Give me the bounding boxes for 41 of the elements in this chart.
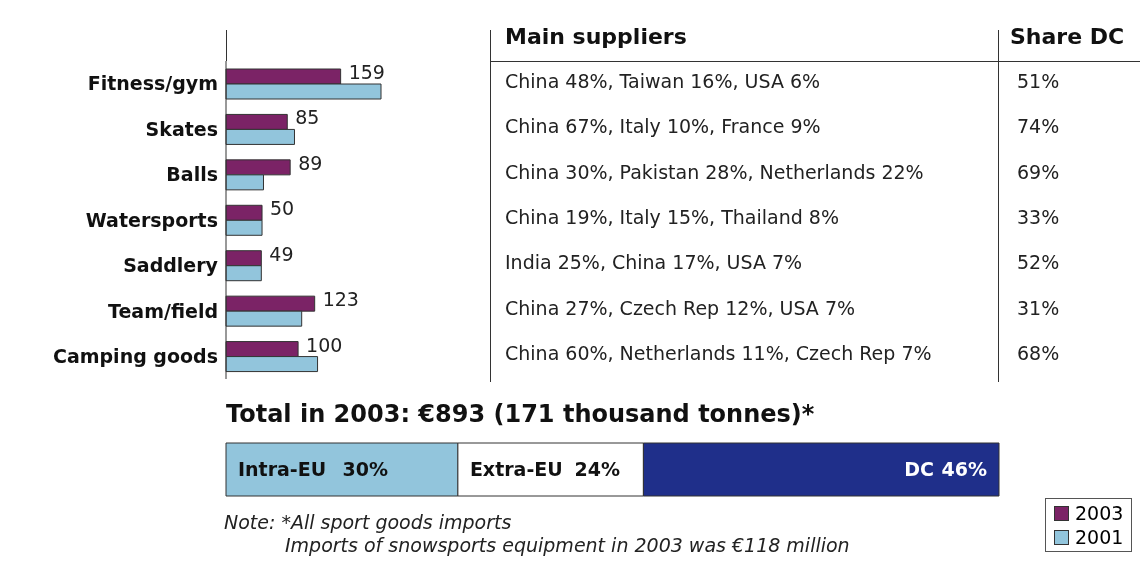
text: China 48%, Taiwan 16%, USA 6% bbox=[505, 69, 821, 92]
y-tick-label: Saddlery bbox=[123, 254, 219, 277]
text: 69% bbox=[1017, 160, 1060, 183]
data-label: 49 bbox=[269, 242, 294, 265]
text: 74% bbox=[1017, 115, 1060, 138]
data-label: 46% bbox=[941, 458, 987, 480]
y-tick-label: Fitness/gym bbox=[87, 72, 218, 95]
y-tick-label: Balls bbox=[166, 163, 218, 186]
text: Imports of snowsports equipment in 2003 was €118 million bbox=[285, 534, 850, 556]
data-label: 24% bbox=[574, 458, 620, 480]
data-label: 159 bbox=[348, 61, 385, 83]
series-label: Intra-EU bbox=[238, 458, 327, 480]
y-tick-label: Watersports bbox=[85, 208, 218, 231]
text: Share DC bbox=[1010, 24, 1125, 49]
text: China 60%, Netherlands 11%, Czech Rep 7% bbox=[505, 342, 932, 365]
legend-label: 2003 bbox=[1075, 501, 1124, 525]
text: 33% bbox=[1017, 206, 1060, 228]
legend-label: 2001 bbox=[1075, 525, 1124, 549]
chart-title: Total in 2003: €893 (171 thousand tonnes)* bbox=[226, 400, 815, 428]
data-label: 123 bbox=[322, 288, 359, 311]
text: China 30%, Pakistan 28%, Netherlands 22% bbox=[505, 160, 924, 183]
data-label: 89 bbox=[298, 151, 323, 174]
text: 51% bbox=[1017, 69, 1060, 92]
text: China 19%, Italy 15%, Thailand 8% bbox=[505, 206, 839, 228]
y-tick-label: Team/field bbox=[108, 299, 218, 322]
data-label: 50 bbox=[270, 197, 295, 220]
text: 31% bbox=[1017, 296, 1060, 319]
text: Note: *All sport goods imports bbox=[224, 511, 512, 533]
y-tick-label: Skates bbox=[145, 117, 218, 140]
text: India 25%, China 17%, USA 7% bbox=[505, 251, 803, 274]
text: 52% bbox=[1017, 251, 1060, 274]
data-label: 85 bbox=[295, 106, 320, 129]
text: 68% bbox=[1017, 342, 1060, 365]
text: China 67%, Italy 10%, France 9% bbox=[505, 115, 821, 138]
text: China 27%, Czech Rep 12%, USA 7% bbox=[505, 296, 856, 319]
series-label: DC bbox=[904, 458, 934, 480]
series-label: Extra-EU bbox=[469, 458, 563, 480]
data-label: 30% bbox=[342, 458, 389, 480]
text: Main suppliers bbox=[505, 24, 687, 49]
data-label: 100 bbox=[306, 333, 343, 356]
y-tick-label: Camping goods bbox=[52, 345, 218, 368]
